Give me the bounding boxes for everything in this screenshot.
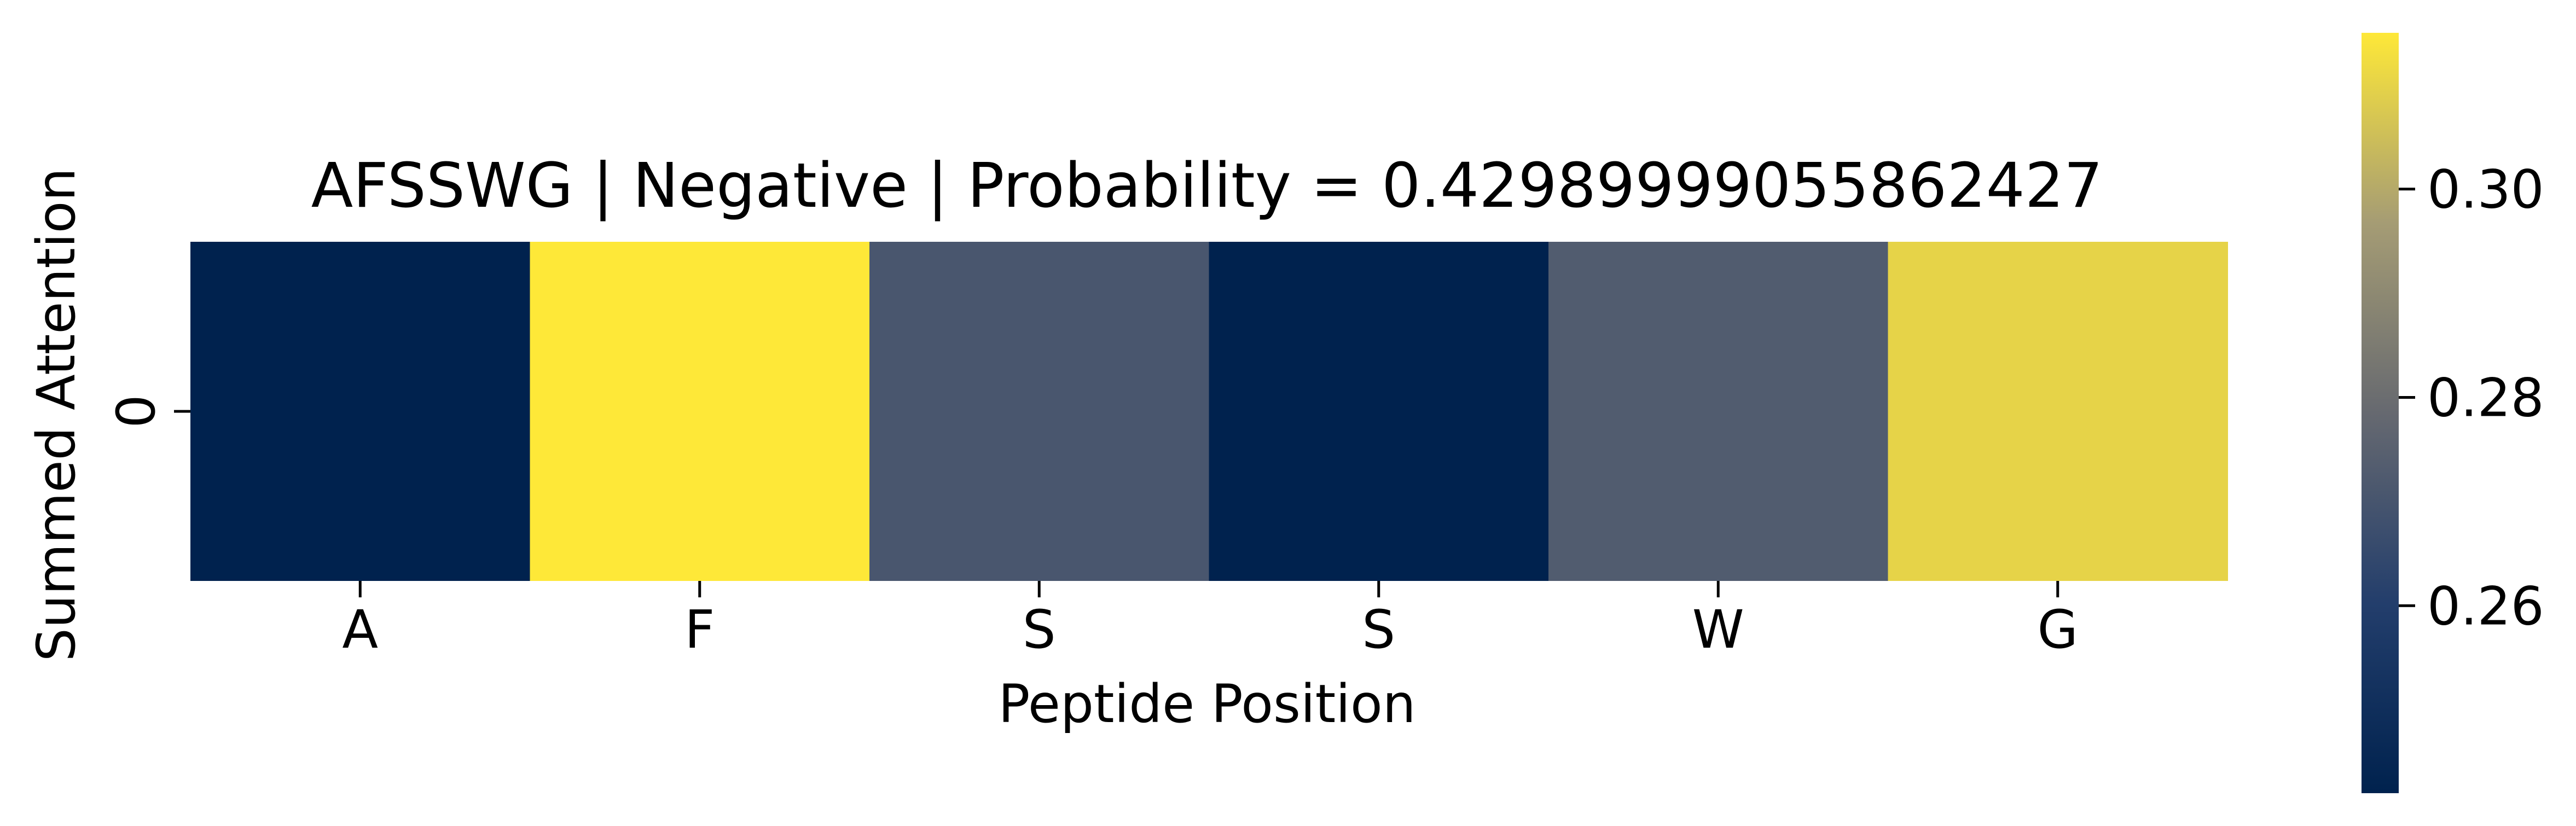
- heatmap-cell: [1209, 242, 1549, 581]
- colorbar-ticks: 0.26 0.28 0.30: [2399, 159, 2544, 637]
- x-tick-label: S: [1362, 599, 1395, 660]
- x-axis-label: Peptide Position: [998, 673, 1415, 735]
- x-tick-label: S: [1023, 599, 1056, 660]
- colorbar-tick-label: 0.26: [2427, 575, 2544, 637]
- y-tick-label: 0: [106, 394, 167, 428]
- x-tick-label: A: [342, 599, 378, 660]
- heatmap-cell: [530, 242, 870, 581]
- colorbar-tick-label: 0.30: [2427, 159, 2544, 220]
- y-axis-ticks: 0: [106, 394, 190, 428]
- y-axis-label: Summed Attention: [26, 168, 87, 661]
- x-tick-label: F: [684, 599, 715, 660]
- heatmap-cell: [1548, 242, 1889, 581]
- heatmap-cell: [190, 242, 531, 581]
- chart-title: AFSSWG | Negative | Probability = 0.4298…: [311, 150, 2103, 222]
- colorbar: [2362, 33, 2399, 793]
- heatmap-cell: [1888, 242, 2228, 581]
- heatmap-cells: [190, 242, 2228, 581]
- x-tick-label: W: [1692, 599, 1744, 660]
- x-tick-label: G: [2038, 599, 2078, 660]
- heatmap-cell: [869, 242, 1210, 581]
- colorbar-tick-label: 0.28: [2427, 367, 2544, 428]
